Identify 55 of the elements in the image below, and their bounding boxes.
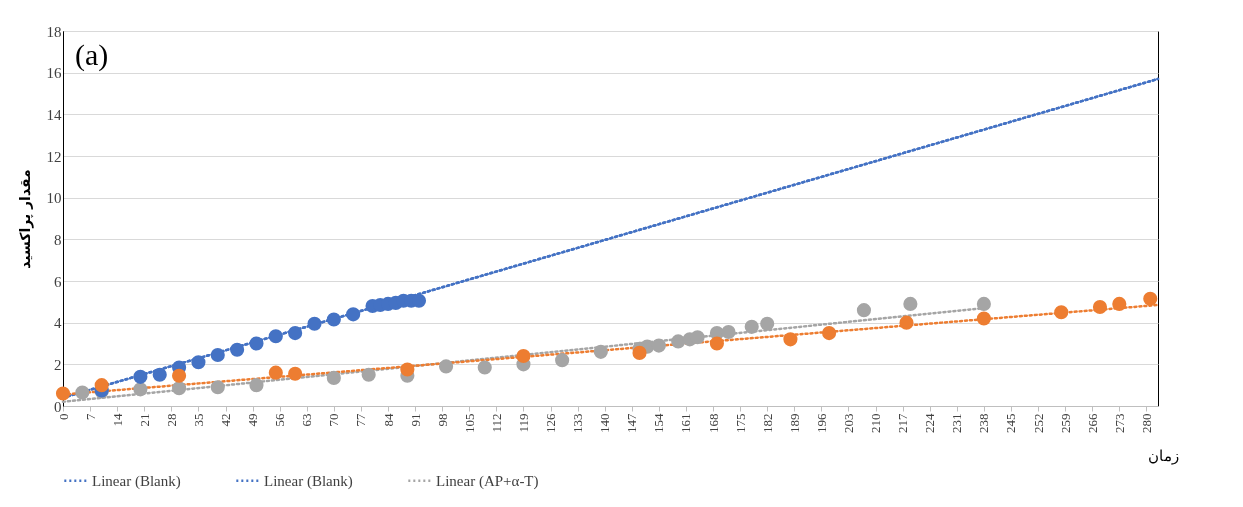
legend-label: Linear (Blank) xyxy=(264,472,353,490)
x-tick-label: 84 xyxy=(380,413,396,427)
y-tick-label: 6 xyxy=(54,273,62,290)
x-tick-label: 154 xyxy=(651,413,667,433)
x-tick-label: 98 xyxy=(434,413,450,427)
x-tick-label: 273 xyxy=(1111,413,1127,433)
x-tick-label: 252 xyxy=(1030,413,1046,433)
x-tick-label: 168 xyxy=(705,413,721,433)
x-tick-label: 175 xyxy=(732,413,748,433)
x-tick-label: 217 xyxy=(895,413,911,433)
x-tick-label: 42 xyxy=(218,413,234,427)
x-tick-label: 189 xyxy=(786,413,802,433)
x-tick-label: 203 xyxy=(840,413,856,433)
y-tick-label: 2 xyxy=(54,356,62,373)
x-tick-label: 49 xyxy=(245,413,261,427)
x-tick-label: 245 xyxy=(1003,413,1019,433)
y-axis-title: مقدار پراکسید xyxy=(16,169,34,269)
x-tick-label: 196 xyxy=(813,413,829,433)
x-tick-label: 56 xyxy=(272,413,288,427)
x-tick-label: 147 xyxy=(624,413,640,433)
x-tick-label: 7 xyxy=(82,413,98,420)
x-tick-label: 105 xyxy=(461,413,477,433)
x-tick-label: 224 xyxy=(922,413,938,433)
x-tick-label: 126 xyxy=(543,413,559,433)
x-tick-label: 259 xyxy=(1057,413,1073,433)
x-tick-label: 280 xyxy=(1138,413,1154,433)
x-tick-label: 77 xyxy=(353,413,369,427)
x-tick-label: 70 xyxy=(326,413,342,427)
annotation: (a) xyxy=(75,38,109,72)
x-tick-label: 119 xyxy=(515,413,531,433)
y-tick-label: 14 xyxy=(46,106,62,123)
x-tick-label: 91 xyxy=(407,413,423,427)
x-tick-label: 231 xyxy=(949,413,965,433)
x-tick-label: 28 xyxy=(163,413,179,427)
x-axis-title: زمان xyxy=(1147,448,1179,465)
x-tick-label: 210 xyxy=(868,413,884,433)
y-tick-label: 4 xyxy=(54,315,62,332)
x-tick-label: 112 xyxy=(488,413,504,433)
y-tick-label: 8 xyxy=(54,231,62,248)
x-tick-label: 133 xyxy=(570,413,586,433)
y-tick-label: 18 xyxy=(46,23,62,40)
x-tick-label: 182 xyxy=(759,413,775,433)
y-tick-label: 16 xyxy=(46,65,62,82)
legend-label: Linear (Blank) xyxy=(92,472,181,490)
x-tick-label: 140 xyxy=(597,413,613,433)
x-tick-label: 266 xyxy=(1084,413,1100,433)
x-tick-label: 161 xyxy=(678,413,694,433)
legend-label: Linear (AP+α-T) xyxy=(436,472,539,490)
x-tick-label: 35 xyxy=(190,413,206,427)
x-tick-label: 63 xyxy=(299,413,315,427)
y-tick-label: 12 xyxy=(46,148,62,165)
x-tick-label: 238 xyxy=(976,413,992,433)
x-tick-label: 14 xyxy=(109,413,125,427)
x-tick-label: 21 xyxy=(136,413,152,427)
y-tick-label: 10 xyxy=(46,190,62,207)
